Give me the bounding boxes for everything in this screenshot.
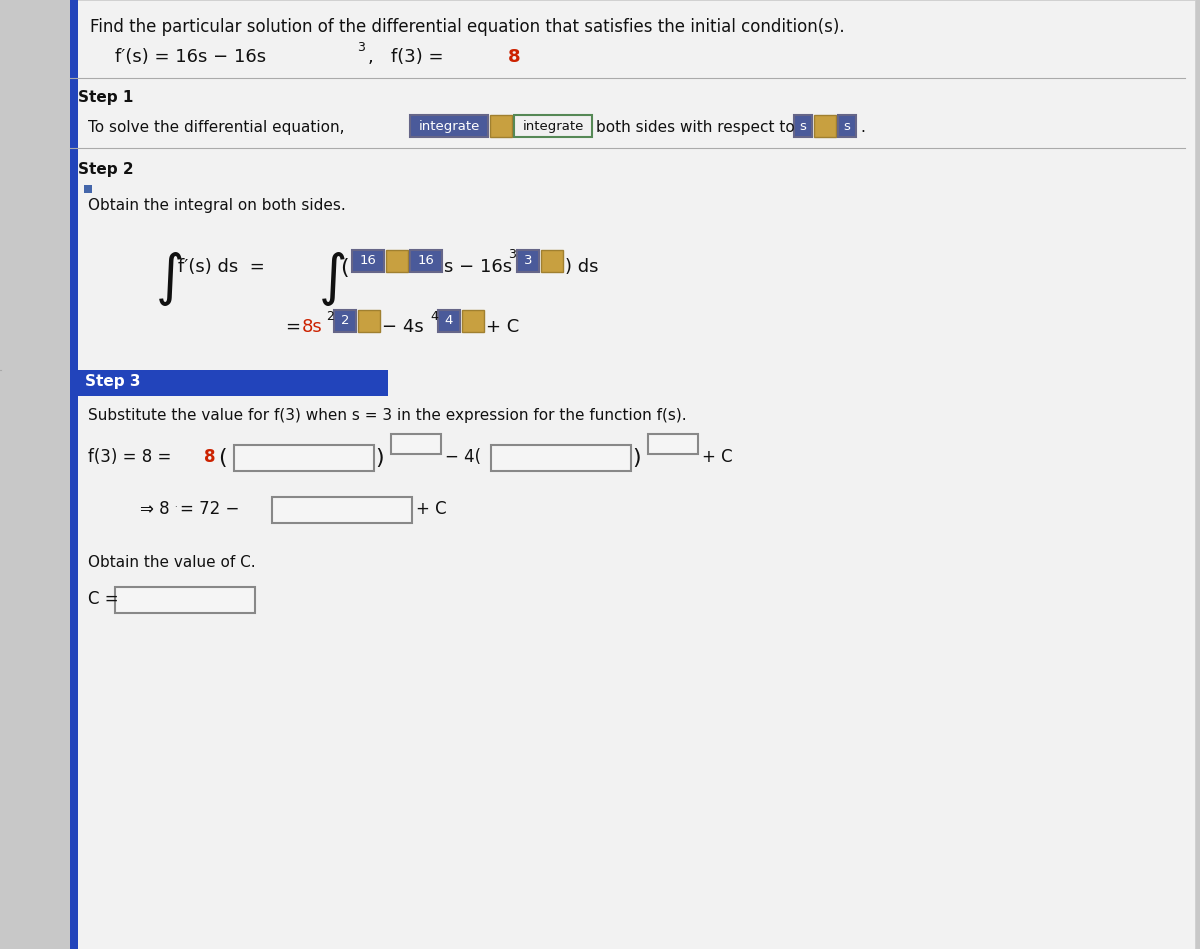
Text: .: . bbox=[174, 500, 176, 509]
Text: =: = bbox=[286, 318, 300, 336]
Text: To solve the differential equation,: To solve the differential equation, bbox=[88, 120, 344, 135]
Text: $\int$: $\int$ bbox=[318, 250, 346, 308]
Text: s: s bbox=[844, 120, 851, 133]
Text: f′(s) = 16s − 16s: f′(s) = 16s − 16s bbox=[115, 48, 266, 66]
Text: 16: 16 bbox=[360, 254, 377, 267]
Text: s: s bbox=[799, 120, 806, 133]
FancyBboxPatch shape bbox=[84, 185, 92, 193]
Text: 2: 2 bbox=[341, 314, 349, 327]
FancyBboxPatch shape bbox=[462, 310, 484, 332]
Text: (: ( bbox=[340, 258, 349, 278]
Text: ): ) bbox=[374, 448, 384, 468]
FancyBboxPatch shape bbox=[514, 115, 592, 137]
Text: C =: C = bbox=[88, 590, 119, 608]
FancyBboxPatch shape bbox=[386, 250, 408, 272]
Text: 3: 3 bbox=[508, 248, 516, 261]
FancyBboxPatch shape bbox=[334, 310, 356, 332]
Text: 3: 3 bbox=[358, 41, 365, 54]
Text: Substitute the value for f(3) when s = 3 in the expression for the function f(s): Substitute the value for f(3) when s = 3… bbox=[88, 408, 686, 423]
FancyBboxPatch shape bbox=[352, 250, 384, 272]
FancyBboxPatch shape bbox=[838, 115, 856, 137]
Text: ⇒ 8: ⇒ 8 bbox=[140, 500, 169, 518]
FancyBboxPatch shape bbox=[78, 370, 388, 396]
Text: both sides with respect to: both sides with respect to bbox=[596, 120, 794, 135]
Text: + C: + C bbox=[702, 448, 733, 466]
Text: .: . bbox=[860, 120, 865, 135]
FancyBboxPatch shape bbox=[234, 445, 374, 471]
Text: Step 2: Step 2 bbox=[78, 162, 133, 177]
Text: − 4(: − 4( bbox=[445, 448, 481, 466]
FancyBboxPatch shape bbox=[272, 497, 412, 523]
Text: = 72 −: = 72 − bbox=[180, 500, 239, 518]
FancyBboxPatch shape bbox=[648, 434, 698, 454]
Text: 8: 8 bbox=[508, 48, 521, 66]
Text: 3: 3 bbox=[523, 254, 533, 267]
FancyBboxPatch shape bbox=[391, 434, 442, 454]
Text: 4: 4 bbox=[445, 314, 454, 327]
FancyBboxPatch shape bbox=[491, 445, 631, 471]
Text: integrate: integrate bbox=[419, 120, 480, 133]
FancyBboxPatch shape bbox=[70, 0, 78, 949]
Text: ,   f(3) =: , f(3) = bbox=[368, 48, 449, 66]
FancyBboxPatch shape bbox=[70, 0, 1195, 949]
Text: Step 3: Step 3 bbox=[85, 374, 140, 389]
Text: s − 16s: s − 16s bbox=[444, 258, 512, 276]
Text: f(3) = 8 =: f(3) = 8 = bbox=[88, 448, 176, 466]
FancyBboxPatch shape bbox=[794, 115, 812, 137]
FancyBboxPatch shape bbox=[115, 587, 256, 613]
Text: 8s: 8s bbox=[302, 318, 323, 336]
Text: + C: + C bbox=[416, 500, 446, 518]
Text: 2: 2 bbox=[326, 310, 334, 323]
Text: 16: 16 bbox=[418, 254, 434, 267]
FancyBboxPatch shape bbox=[490, 115, 512, 137]
FancyBboxPatch shape bbox=[814, 115, 836, 137]
FancyBboxPatch shape bbox=[358, 310, 380, 332]
Text: $\int$: $\int$ bbox=[155, 250, 182, 308]
Text: 8: 8 bbox=[204, 448, 216, 466]
Text: ): ) bbox=[632, 448, 641, 468]
Text: Find the particular solution of the differential equation that satisfies the ini: Find the particular solution of the diff… bbox=[90, 18, 845, 36]
Text: ) ds: ) ds bbox=[565, 258, 599, 276]
FancyBboxPatch shape bbox=[438, 310, 460, 332]
FancyBboxPatch shape bbox=[410, 250, 442, 272]
Text: 4: 4 bbox=[430, 310, 438, 323]
Text: f′(s) ds  =: f′(s) ds = bbox=[178, 258, 265, 276]
FancyBboxPatch shape bbox=[410, 115, 488, 137]
Text: − 4s: − 4s bbox=[382, 318, 424, 336]
Text: (: ( bbox=[218, 448, 227, 468]
Text: Obtain the integral on both sides.: Obtain the integral on both sides. bbox=[88, 198, 346, 213]
Text: Obtain the value of C.: Obtain the value of C. bbox=[88, 555, 256, 570]
Text: + C: + C bbox=[486, 318, 520, 336]
FancyBboxPatch shape bbox=[541, 250, 563, 272]
FancyBboxPatch shape bbox=[517, 250, 539, 272]
Text: Step 1: Step 1 bbox=[78, 90, 133, 105]
Text: integrate: integrate bbox=[522, 120, 583, 133]
